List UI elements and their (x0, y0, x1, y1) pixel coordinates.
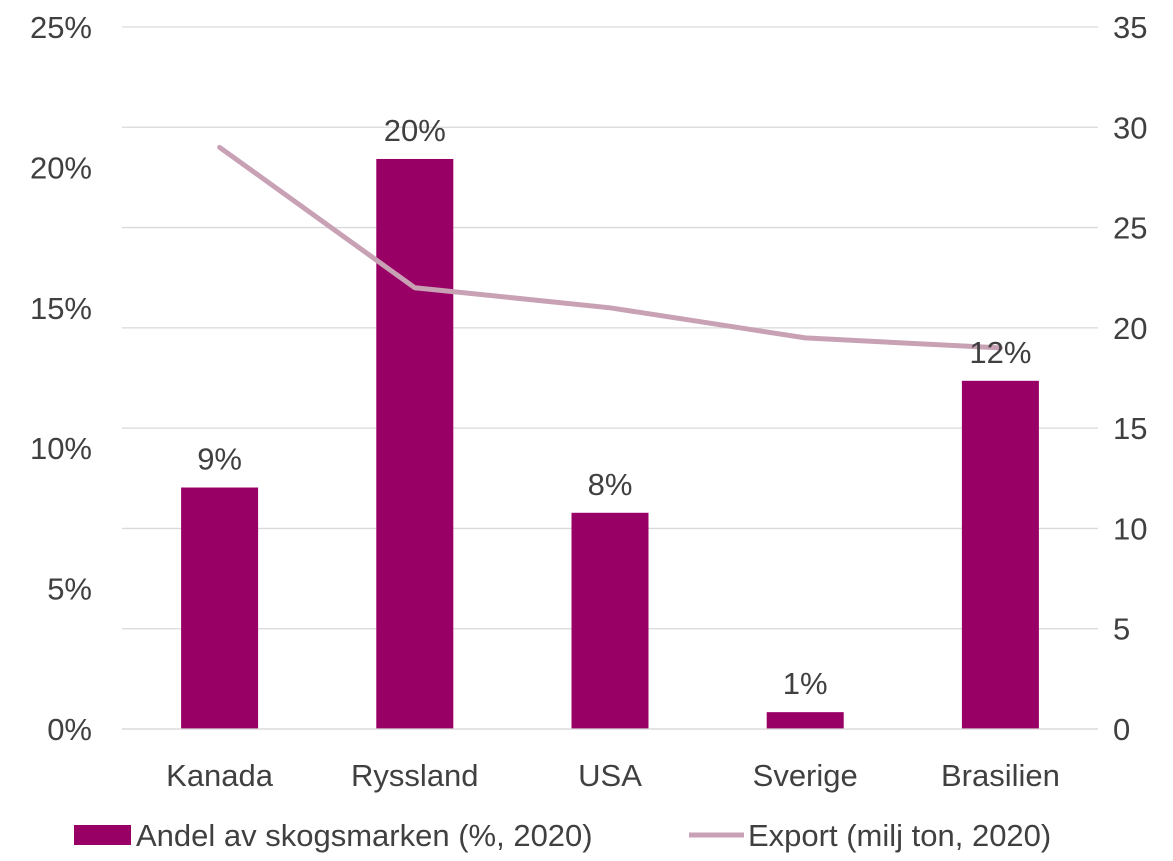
legend-label-line: Export (milj ton, 2020) (748, 818, 1051, 853)
bar-series (181, 158, 1039, 729)
export-line (217, 144, 1003, 351)
right-tick-label: 20 (1113, 311, 1147, 346)
category-label: Sverige (753, 758, 858, 793)
line-series (217, 144, 1003, 351)
left-axis: 0% 5% 10% 15% 20% 25% (30, 10, 92, 747)
right-tick-label: 5 (1113, 612, 1130, 647)
bar-data-label: 20% (384, 113, 446, 148)
bar (961, 380, 1039, 729)
bar (766, 712, 844, 729)
right-tick-label: 15 (1113, 411, 1147, 446)
bar (376, 158, 454, 729)
legend-label-bar: Andel av skogsmarken (%, 2020) (136, 818, 593, 853)
data-labels: 9% 20% 8% 1% 12% (197, 113, 1031, 701)
category-label: Kanada (166, 758, 274, 793)
left-tick-label: 20% (30, 150, 92, 185)
bar (571, 512, 649, 729)
left-tick-label: 0% (47, 712, 92, 747)
category-label: Brasilien (941, 758, 1060, 793)
bar-data-label: 1% (783, 666, 828, 701)
right-axis: 0 5 10 15 20 25 30 35 (1113, 10, 1147, 747)
category-label: USA (578, 758, 642, 793)
left-tick-label: 10% (30, 431, 92, 466)
right-tick-label: 10 (1113, 511, 1147, 546)
left-tick-label: 15% (30, 291, 92, 326)
bar-data-label: 8% (588, 467, 633, 502)
x-axis: Kanada Ryssland USA Sverige Brasilien (122, 728, 1098, 793)
legend-swatch-bar (74, 825, 131, 845)
left-tick-label: 5% (47, 572, 92, 607)
right-tick-label: 0 (1113, 712, 1130, 747)
bar-data-label: 9% (197, 442, 242, 477)
category-label: Ryssland (351, 758, 479, 793)
bar (181, 487, 259, 729)
bar-data-label: 12% (969, 335, 1031, 370)
legend: Andel av skogsmarken (%, 2020) Export (m… (74, 818, 1051, 853)
right-tick-label: 35 (1113, 10, 1147, 45)
right-tick-label: 30 (1113, 110, 1147, 145)
left-tick-label: 25% (30, 10, 92, 45)
right-tick-label: 25 (1113, 211, 1147, 246)
